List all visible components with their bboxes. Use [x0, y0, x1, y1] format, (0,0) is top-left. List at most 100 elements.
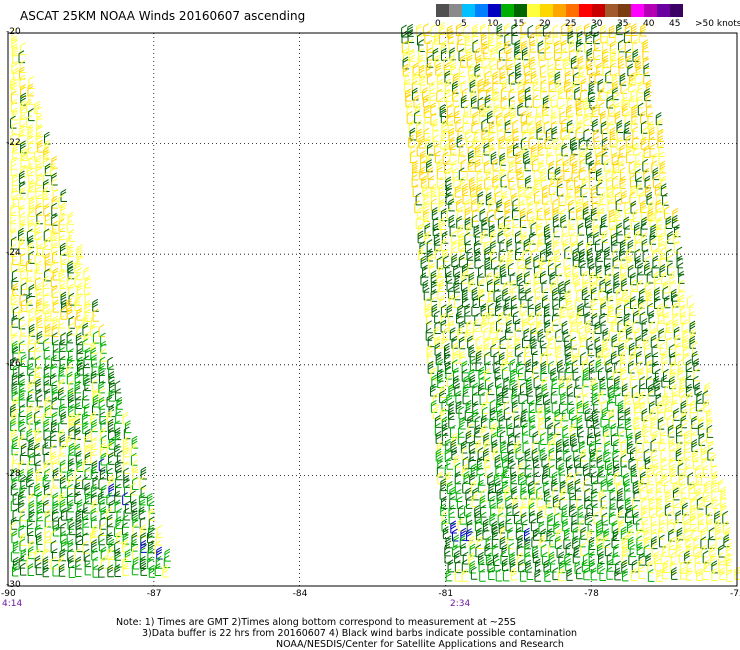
wind-barb [10, 516, 18, 530]
wind-barb [479, 110, 486, 124]
wind-barb [59, 242, 67, 256]
wind-barb [474, 247, 481, 261]
wind-barb [26, 474, 33, 488]
wind-barb [591, 488, 598, 502]
wind-barb [59, 443, 67, 457]
wind-barb [468, 368, 475, 382]
wind-barb [458, 320, 466, 334]
wind-barb [92, 330, 100, 344]
wind-barb [84, 482, 91, 496]
wind-barb [573, 384, 581, 398]
wind-barb [35, 306, 42, 320]
wind-barb [620, 366, 627, 380]
wind-barb [682, 511, 689, 525]
wind-barb [720, 486, 727, 500]
wind-barb [454, 560, 462, 574]
wind-barb [434, 342, 442, 356]
wind-barb [620, 81, 627, 94]
wind-barb [622, 103, 629, 117]
wind-barb [507, 448, 515, 462]
wind-barb [74, 564, 82, 577]
wind-barb [658, 438, 666, 452]
wind-barb [529, 215, 536, 229]
longitude-label: -84 [292, 589, 308, 599]
wind-barb [596, 519, 603, 533]
wind-barb [20, 92, 27, 106]
wind-barb [646, 359, 653, 373]
wind-barb [492, 174, 499, 188]
wind-barb [519, 207, 527, 221]
wind-barb [489, 495, 496, 509]
wind-barb [452, 342, 460, 356]
wind-barb [630, 463, 638, 477]
wind-barb [438, 182, 446, 196]
wind-barb [651, 152, 659, 166]
note-line-2: 3)Data buffer is 22 hrs from 20160607 4)… [142, 628, 578, 639]
wind-barb [66, 298, 73, 312]
wind-barb [605, 168, 613, 182]
wind-barb [517, 462, 525, 476]
wind-barb [652, 430, 659, 444]
wind-barb [469, 350, 477, 364]
wind-barb [632, 391, 640, 405]
wind-barb [430, 288, 438, 302]
wind-barb [20, 443, 28, 457]
wind-barb [577, 424, 584, 438]
wind-barb [565, 297, 573, 310]
wind-barb [68, 412, 75, 426]
wind-barb [516, 543, 524, 557]
wind-barb [540, 86, 547, 100]
wind-barb [84, 300, 91, 314]
wind-barb [663, 480, 671, 494]
wind-barb [106, 442, 114, 456]
wind-barb [68, 322, 76, 336]
wind-barb [564, 342, 572, 356]
wind-barb [35, 162, 42, 176]
wind-barb [66, 371, 74, 385]
wind-barb [621, 190, 628, 204]
wind-barb [543, 311, 551, 325]
wind-barb [418, 246, 425, 260]
wind-barb [616, 22, 623, 36]
wind-barb [624, 232, 631, 246]
wind-barb [531, 143, 538, 157]
wind-barb [34, 548, 42, 562]
wind-barb [427, 166, 434, 180]
wind-barb [464, 32, 472, 46]
wind-barb [659, 534, 666, 548]
wind-barb [11, 35, 18, 49]
wind-barb [50, 363, 57, 377]
wind-barb [564, 264, 572, 278]
wind-barb [468, 73, 476, 86]
wind-barb [19, 60, 27, 74]
wind-barb [99, 404, 107, 418]
wind-barb [467, 63, 475, 77]
wind-barb [504, 119, 512, 133]
wind-barb [559, 286, 567, 300]
wind-barb [555, 344, 562, 358]
wind-barb [528, 502, 536, 516]
wind-barb [27, 218, 35, 232]
wind-barb [515, 240, 523, 253]
wind-barb [655, 112, 663, 126]
wind-barb [92, 475, 99, 489]
wind-barb [564, 78, 571, 92]
wind-barb [583, 567, 590, 581]
wind-barb [10, 211, 17, 225]
wind-barb [114, 564, 121, 577]
wind-barb [685, 359, 693, 373]
wind-barb [11, 186, 18, 200]
wind-barb [724, 526, 732, 540]
wind-barb [503, 376, 510, 390]
wind-barb [419, 166, 426, 180]
wind-barb [35, 154, 42, 168]
wind-barb [542, 294, 549, 308]
wind-barb [529, 424, 536, 438]
wind-barb [623, 216, 630, 230]
wind-barb [668, 438, 676, 452]
wind-barb [496, 392, 503, 405]
wind-barb [459, 176, 467, 190]
wind-barb [510, 368, 517, 382]
wind-barb [641, 328, 649, 342]
wind-barb [435, 62, 442, 76]
